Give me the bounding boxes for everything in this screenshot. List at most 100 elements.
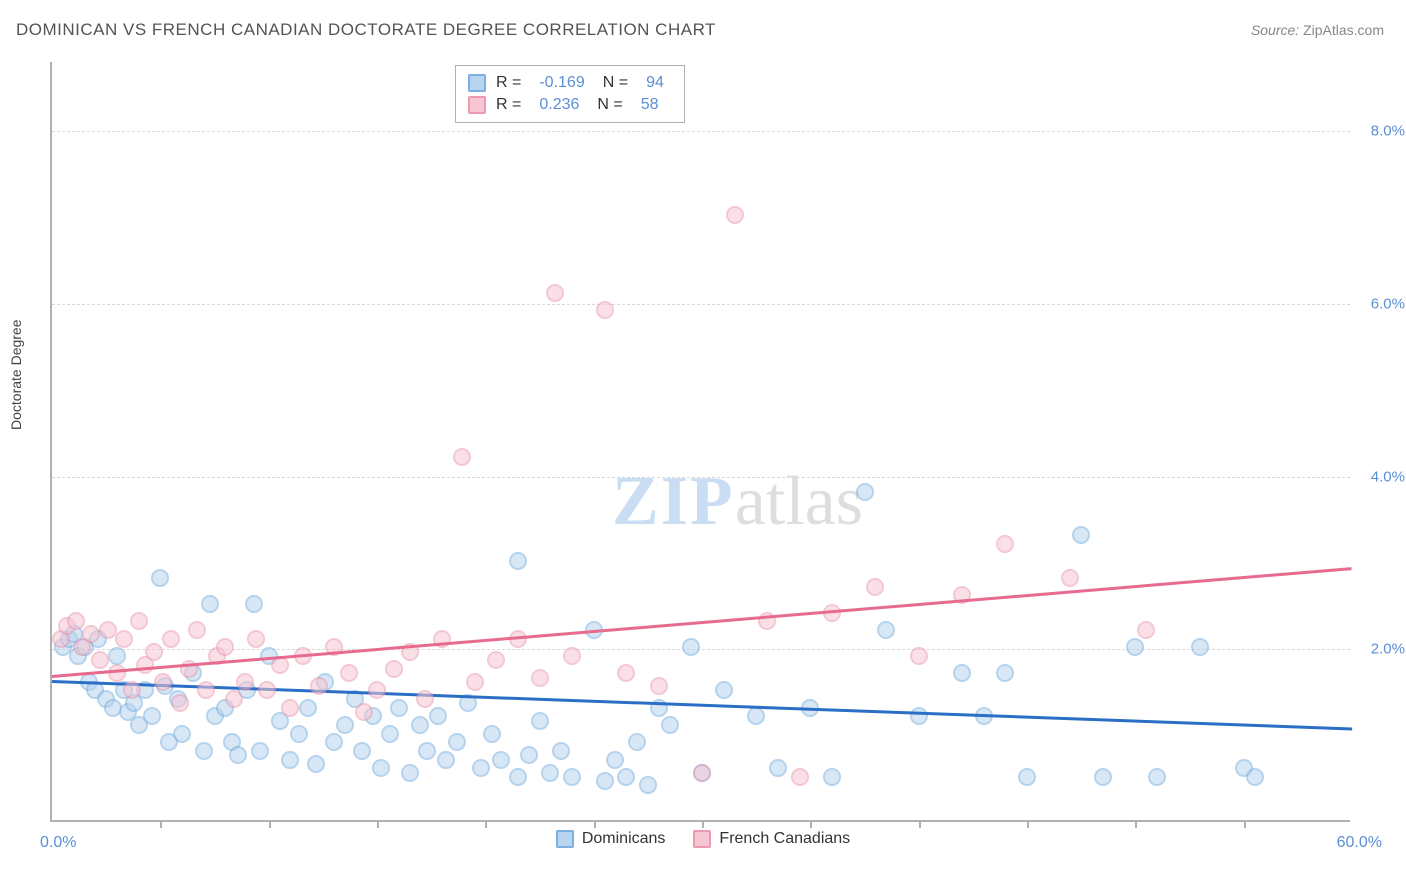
scatter-point	[823, 768, 841, 786]
scatter-point	[390, 699, 408, 717]
scatter-point	[325, 733, 343, 751]
legend-r-value: 0.236	[531, 96, 587, 114]
x-tick	[810, 820, 812, 828]
gridline	[52, 477, 1350, 478]
scatter-point	[143, 707, 161, 725]
watermark-atlas: atlas	[735, 463, 863, 540]
scatter-point	[531, 669, 549, 687]
scatter-point	[487, 651, 505, 669]
scatter-point	[429, 707, 447, 725]
scatter-point	[108, 647, 126, 665]
legend-swatch	[468, 74, 486, 92]
scatter-point	[195, 742, 213, 760]
scatter-point	[596, 301, 614, 319]
scatter-point	[372, 759, 390, 777]
scatter-point	[596, 772, 614, 790]
scatter-point	[996, 535, 1014, 553]
scatter-point	[856, 483, 874, 501]
scatter-point	[355, 703, 373, 721]
legend-r-label: R =	[496, 96, 521, 114]
legend-r-label: R =	[496, 74, 521, 92]
scatter-point	[472, 759, 490, 777]
series-legend: Dominicans French Canadians	[0, 830, 1406, 853]
scatter-point	[1148, 768, 1166, 786]
scatter-point	[201, 595, 219, 613]
scatter-point	[552, 742, 570, 760]
scatter-point	[791, 768, 809, 786]
scatter-point	[123, 681, 141, 699]
scatter-point	[416, 690, 434, 708]
scatter-point	[492, 751, 510, 769]
scatter-point	[67, 612, 85, 630]
x-tick	[702, 820, 704, 828]
scatter-point	[145, 643, 163, 661]
scatter-point	[531, 712, 549, 730]
scatter-point	[171, 694, 189, 712]
scatter-point	[251, 742, 269, 760]
scatter-point	[437, 751, 455, 769]
source-label: Source:	[1251, 22, 1299, 38]
scatter-point	[115, 630, 133, 648]
scatter-point	[617, 664, 635, 682]
scatter-point	[1126, 638, 1144, 656]
scatter-point	[541, 764, 559, 782]
scatter-point	[368, 681, 386, 699]
scatter-point	[236, 673, 254, 691]
legend-n-label: N =	[603, 74, 628, 92]
x-tick	[485, 820, 487, 828]
scatter-point	[682, 638, 700, 656]
scatter-point	[151, 569, 169, 587]
scatter-point	[769, 759, 787, 777]
scatter-point	[628, 733, 646, 751]
series-legend-item: French Canadians	[693, 830, 850, 848]
scatter-point	[996, 664, 1014, 682]
scatter-point	[130, 612, 148, 630]
scatter-point	[866, 578, 884, 596]
scatter-point	[216, 638, 234, 656]
scatter-point	[247, 630, 265, 648]
scatter-point	[336, 716, 354, 734]
scatter-point	[197, 681, 215, 699]
scatter-point	[563, 768, 581, 786]
scatter-point	[453, 448, 471, 466]
scatter-point	[639, 776, 657, 794]
scatter-point	[726, 206, 744, 224]
scatter-point	[520, 746, 538, 764]
legend-swatch	[693, 830, 711, 848]
scatter-point	[466, 673, 484, 691]
watermark-zip: ZIP	[612, 463, 735, 540]
legend-n-value: 94	[638, 74, 672, 92]
scatter-point	[162, 630, 180, 648]
trend-line	[52, 567, 1352, 678]
y-tick-label: 8.0%	[1355, 123, 1405, 140]
source-name: ZipAtlas.com	[1303, 22, 1384, 38]
legend-r-value: -0.169	[531, 74, 592, 92]
scatter-point	[82, 625, 100, 643]
scatter-point	[281, 751, 299, 769]
scatter-point	[245, 595, 263, 613]
y-axis-title: Doctorate Degree	[8, 319, 24, 430]
scatter-point	[483, 725, 501, 743]
scatter-point	[154, 673, 172, 691]
scatter-point	[661, 716, 679, 734]
scatter-point	[877, 621, 895, 639]
scatter-point	[418, 742, 436, 760]
scatter-point	[91, 651, 109, 669]
legend-n-label: N =	[597, 96, 622, 114]
scatter-point	[1094, 768, 1112, 786]
x-tick	[377, 820, 379, 828]
scatter-point	[353, 742, 371, 760]
y-tick-label: 4.0%	[1355, 468, 1405, 485]
x-tick	[1027, 820, 1029, 828]
scatter-point	[108, 664, 126, 682]
scatter-point	[953, 664, 971, 682]
scatter-point	[509, 768, 527, 786]
scatter-point	[693, 764, 711, 782]
gridline	[52, 304, 1350, 305]
series-legend-label: Dominicans	[582, 830, 666, 848]
x-tick	[594, 820, 596, 828]
legend-swatch	[468, 96, 486, 114]
source-attribution: Source: ZipAtlas.com	[1251, 22, 1384, 38]
legend-n-value: 58	[633, 96, 667, 114]
scatter-point	[173, 725, 191, 743]
